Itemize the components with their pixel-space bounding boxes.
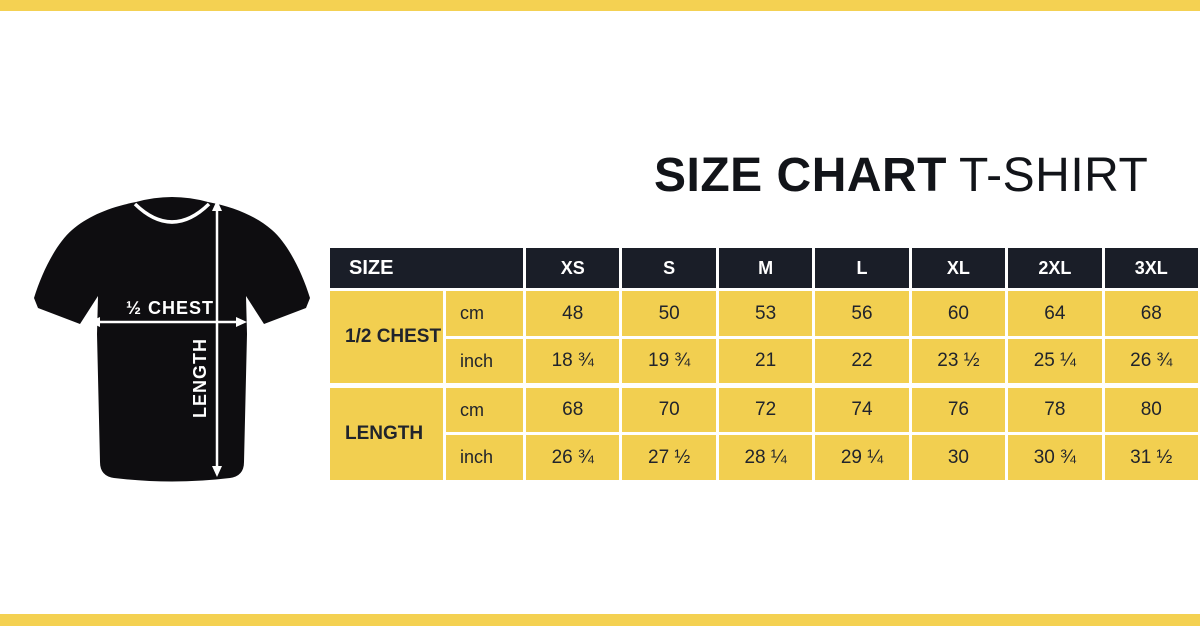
value-cell: 60 <box>908 288 1009 339</box>
page-title-bold: SIZE CHART <box>654 149 947 202</box>
length-arrowhead-bottom <box>212 466 222 477</box>
table-header-row: SIZE XS S M L XL 2XL 3XL <box>326 245 1200 291</box>
value-cell: 26 ¾ <box>523 432 623 483</box>
value-cell: 68 <box>1101 288 1200 339</box>
length-measure-label: LENGTH <box>190 338 210 418</box>
bottom-accent-bar <box>0 614 1200 626</box>
tshirt-collar-line <box>133 202 211 224</box>
value-cell: 56 <box>812 288 912 339</box>
size-col-xs: XS <box>523 245 623 291</box>
value-cell: 30 <box>908 432 1009 483</box>
size-col-l: L <box>812 245 912 291</box>
chest-arrowhead-left <box>89 317 100 327</box>
size-col-3xl: 3XL <box>1101 245 1200 291</box>
unit-cell: inch <box>442 432 527 483</box>
unit-cell: cm <box>442 383 527 435</box>
size-col-2xl: 2XL <box>1005 245 1105 291</box>
tshirt-diagram: ½ CHEST LENGTH <box>34 197 310 482</box>
table-row-chest-cm: 1/2 CHEST cm 48 50 53 56 60 64 68 <box>327 288 1200 387</box>
value-cell: 29 ¼ <box>812 432 912 483</box>
size-col-xl: XL <box>908 245 1009 291</box>
value-cell: 50 <box>619 288 719 339</box>
row-label-length: LENGTH <box>327 383 446 483</box>
size-col-m: M <box>715 245 816 291</box>
value-cell: 25 ¼ <box>1005 336 1105 387</box>
value-cell: 18 ¾ <box>523 336 623 387</box>
value-cell: 72 <box>715 383 816 435</box>
length-arrowhead-top <box>212 200 222 211</box>
value-cell: 22 <box>812 336 912 387</box>
unit-cell: cm <box>442 288 527 339</box>
value-cell: 19 ¾ <box>619 336 719 387</box>
value-cell: 53 <box>715 288 816 339</box>
value-cell: 74 <box>812 383 912 435</box>
value-cell: 31 ½ <box>1101 432 1200 483</box>
size-header-cell: SIZE <box>326 245 527 291</box>
size-col-s: S <box>619 245 719 291</box>
value-cell: 27 ½ <box>619 432 719 483</box>
size-table: SIZE XS S M L XL 2XL 3XL 1/2 CHEST cm 48… <box>326 245 1200 483</box>
value-cell: 28 ¼ <box>715 432 816 483</box>
table-row-chest-inch: inch 18 ¾ 19 ¾ 21 22 23 ½ 25 ¼ 26 ¾ <box>329 336 1200 387</box>
page-title: SIZE CHART T-SHIRT <box>654 149 1149 203</box>
value-cell: 64 <box>1005 288 1105 339</box>
value-cell: 68 <box>523 383 623 435</box>
value-cell: 21 <box>715 336 816 387</box>
table-row-length-cm: LENGTH cm 68 70 72 74 76 78 80 <box>327 383 1200 483</box>
tshirt-silhouette <box>34 197 310 482</box>
value-cell: 78 <box>1005 383 1105 435</box>
value-cell: 30 ¾ <box>1005 432 1105 483</box>
value-cell: 70 <box>619 383 719 435</box>
value-cell: 48 <box>523 288 623 339</box>
value-cell: 26 ¾ <box>1101 336 1200 387</box>
unit-cell: inch <box>442 336 527 387</box>
chest-arrow <box>89 317 247 327</box>
value-cell: 23 ½ <box>908 336 1009 387</box>
table-row-length-inch: inch 26 ¾ 27 ½ 28 ¼ 29 ¼ 30 30 ¾ 31 ½ <box>329 432 1200 483</box>
value-cell: 80 <box>1101 383 1200 435</box>
value-cell: 76 <box>908 383 1009 435</box>
length-arrow <box>212 200 222 477</box>
page-title-light: T-SHIRT <box>959 149 1149 202</box>
row-label-half-chest: 1/2 CHEST <box>327 288 446 387</box>
chest-arrowhead-right <box>236 317 247 327</box>
chest-measure-label: ½ CHEST <box>126 298 214 318</box>
top-accent-bar <box>0 0 1200 11</box>
